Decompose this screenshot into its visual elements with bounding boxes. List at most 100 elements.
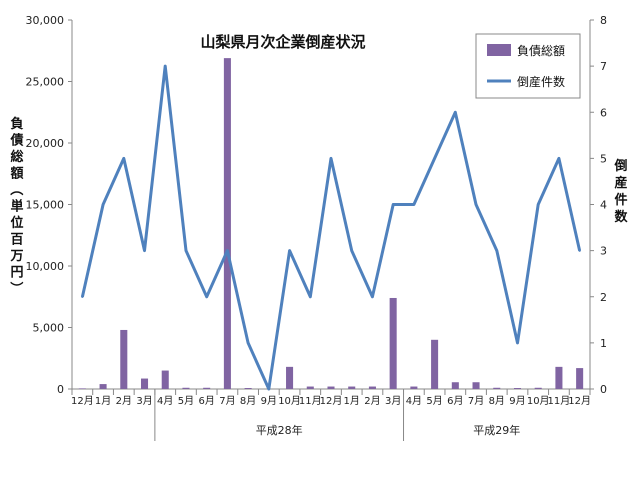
line-point	[267, 387, 271, 391]
legend: 負債総額 倒産件数	[475, 33, 581, 99]
category-label: 11月	[299, 395, 322, 407]
bar	[493, 387, 501, 389]
category-label: 3月	[136, 395, 152, 407]
category-label: 5月	[178, 395, 194, 407]
right-tick-label: 4	[600, 199, 607, 212]
line-point	[412, 203, 416, 206]
bar	[286, 366, 294, 389]
bar	[389, 297, 397, 389]
category-label: 2月	[364, 395, 380, 407]
axes: 0 5,000 10,000 15,000 20,000 25,000 30,000 0 1 2 3…	[26, 14, 607, 441]
line-point	[288, 249, 291, 252]
bar	[368, 386, 376, 389]
axis-label-char: 額	[9, 166, 23, 182]
axis-label-char: 産	[614, 175, 627, 191]
line-point	[309, 295, 312, 298]
left-tick-label: 0	[57, 383, 64, 396]
bar	[244, 388, 252, 389]
bar	[513, 388, 522, 389]
bar	[306, 386, 314, 389]
line-point	[516, 341, 519, 345]
right-tick-label: 6	[600, 106, 607, 119]
right-tick-label: 1	[600, 337, 607, 350]
axis-label-char: 債	[9, 133, 23, 149]
category-label: 3月	[385, 395, 401, 407]
legend-swatch-bar	[487, 44, 511, 56]
left-tick-label: 5,000	[33, 322, 65, 335]
category-label: 10月	[527, 395, 550, 407]
category-label: 7月	[468, 395, 484, 407]
axis-label-char: 総	[10, 149, 23, 165]
left-tick-label: 15,000	[26, 199, 65, 212]
axis-label-char: 倒	[613, 158, 627, 174]
left-tick-label: 10,000	[26, 260, 65, 273]
line-point	[495, 249, 498, 252]
line-point	[122, 157, 126, 160]
bar	[120, 329, 128, 389]
category-label: 8月	[489, 395, 505, 407]
bar	[203, 387, 211, 389]
axis-label-char: 数	[614, 209, 628, 225]
line-point	[578, 249, 581, 252]
left-tick-label: 25,000	[26, 76, 65, 89]
left-tick-label: 30,000	[26, 14, 65, 27]
legend-label-line: 倒産件数	[517, 74, 565, 89]
bar	[431, 339, 439, 389]
legend-label-bar: 負債総額	[517, 43, 565, 58]
line-path	[80, 64, 582, 391]
category-label: 11月	[548, 395, 571, 407]
line-point	[391, 203, 395, 206]
right-axis-label: 倒産件数	[613, 158, 628, 225]
line-point	[246, 341, 250, 345]
axis-label-char: 件	[614, 192, 627, 208]
line-point	[184, 249, 188, 252]
axis-label-char: 単	[10, 199, 23, 215]
axis-label-char: 位	[10, 215, 23, 231]
line-point	[101, 203, 105, 206]
axis-label-char: ）	[8, 281, 24, 294]
line-point	[557, 157, 561, 160]
category-label: 12月	[71, 395, 94, 407]
bar	[348, 386, 356, 389]
bar	[223, 58, 231, 389]
right-tick-label: 2	[600, 291, 607, 304]
right-tick-label: 0	[600, 383, 607, 396]
bar	[451, 382, 459, 389]
category-label: 8月	[240, 395, 256, 407]
category-label: 2月	[116, 395, 132, 407]
category-label: 4月	[157, 395, 173, 407]
category-label: 12月	[568, 395, 591, 407]
category-label: 10月	[278, 395, 301, 407]
axis-label-char: （	[8, 182, 24, 195]
bar	[99, 384, 107, 389]
line-point	[537, 203, 540, 206]
category-label: 6月	[198, 395, 214, 407]
category-label: 1月	[95, 395, 111, 407]
line-point	[81, 295, 84, 298]
category-label: 6月	[447, 395, 463, 407]
era-label: 平成28年	[256, 423, 303, 437]
category-label: 9月	[261, 395, 277, 407]
line-point	[205, 295, 208, 298]
bar	[182, 387, 190, 389]
line-point	[454, 111, 457, 114]
bar-series	[78, 58, 584, 389]
line-point	[433, 157, 436, 160]
category-label: 9月	[509, 395, 525, 407]
category-label: 12月	[320, 395, 343, 407]
axis-label-char: 円	[10, 266, 23, 281]
era-label: 平成29年	[473, 423, 520, 437]
category-label: 4月	[406, 395, 422, 407]
line-point	[164, 64, 167, 68]
chart-title: 山梨県月次企業倒産状況	[200, 33, 365, 51]
bar	[140, 378, 149, 389]
bar	[534, 387, 542, 389]
axis-label-char: 万	[9, 249, 23, 264]
bar	[576, 368, 584, 389]
line-point	[474, 203, 478, 206]
right-tick-label: 5	[600, 152, 607, 165]
axis-label-char: 負	[10, 116, 23, 132]
bar	[327, 386, 335, 389]
line-point	[371, 295, 374, 298]
